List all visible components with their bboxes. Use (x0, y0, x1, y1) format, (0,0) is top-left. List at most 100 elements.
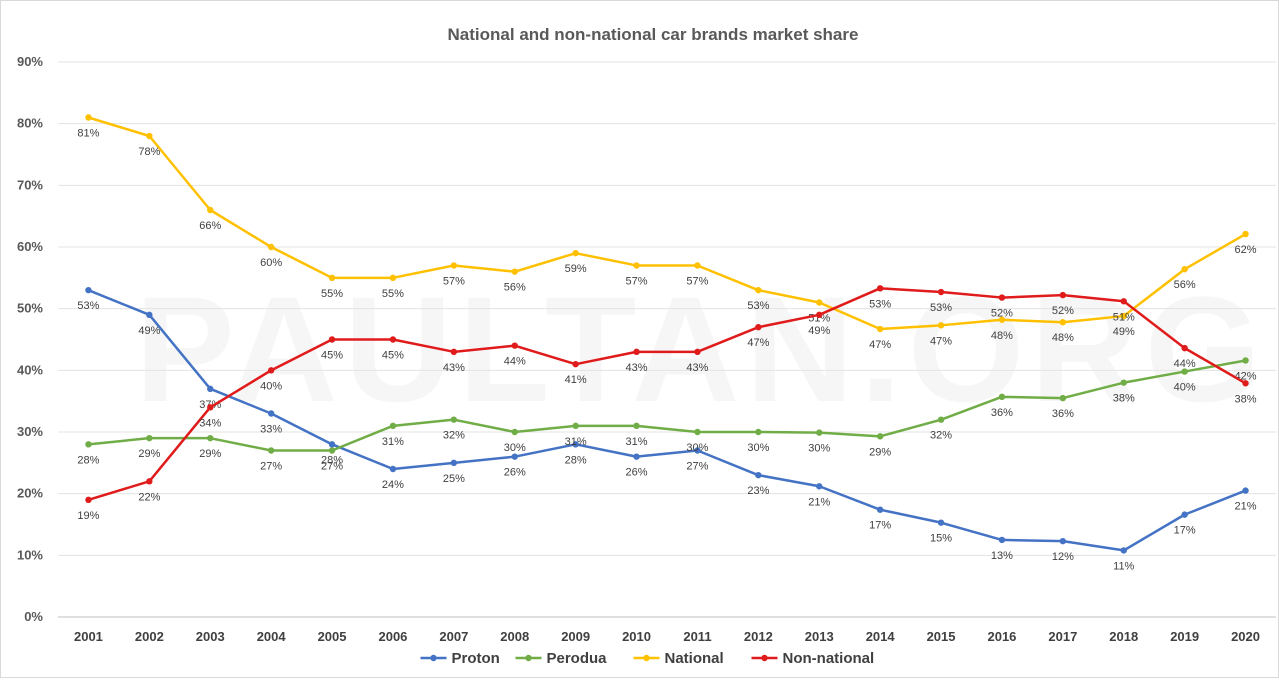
data-label: 57% (626, 276, 648, 288)
data-point (1120, 312, 1127, 320)
data-label: 29% (138, 448, 160, 460)
data-point (207, 434, 214, 442)
watermark: PAULTAN.ORG (135, 265, 1268, 433)
legend-label: Non-national (783, 650, 875, 667)
data-label: 21% (1235, 501, 1257, 513)
data-label: 24% (382, 479, 404, 491)
data-point (85, 496, 92, 504)
data-point (207, 206, 214, 214)
data-point (389, 422, 397, 430)
legend-item-national: National (633, 650, 724, 667)
series-non-national: 19% 22% 34% 40% 45% 45% 43% 44% 41% 43% 43% 47% 49% 5… (77, 285, 1257, 522)
series-national: 81% 78% 66% 60% 55% 55% 57% 56% 59% 57% 57% 53% 51% 4… (77, 114, 1257, 351)
data-label: 59% (565, 263, 587, 275)
y-tick-label: 70% (17, 177, 43, 192)
data-label: 56% (504, 282, 526, 294)
data-label: 48% (991, 330, 1013, 342)
data-point (937, 322, 945, 329)
data-point (937, 416, 945, 423)
data-label: 55% (382, 288, 404, 300)
x-tick-label: 2019 (1170, 629, 1199, 644)
data-label: 52% (991, 308, 1013, 320)
data-label: 30% (808, 443, 830, 455)
data-label: 38% (1235, 393, 1257, 405)
data-point (694, 348, 701, 356)
data-label: 57% (443, 276, 465, 288)
y-axis: 0% 10% 20% 30% 40% 50% 60% 70% 80% 90% (17, 54, 43, 624)
data-label: 60% (260, 257, 282, 269)
y-tick-label: 30% (17, 424, 43, 439)
data-label: 30% (747, 442, 769, 454)
x-tick-label: 2003 (196, 629, 225, 644)
data-label: 48% (1052, 332, 1074, 344)
data-label: 45% (321, 350, 343, 362)
data-point (694, 447, 701, 454)
legend-item-perodua: Perodua (515, 650, 607, 667)
data-point (937, 288, 945, 296)
data-point (816, 299, 823, 306)
data-label: 12% (1052, 551, 1074, 563)
x-tick-label: 2018 (1109, 629, 1138, 644)
data-label: 49% (138, 325, 160, 337)
data-label: 19% (77, 510, 99, 522)
data-label: 27% (260, 461, 282, 473)
data-label: 33% (260, 424, 282, 436)
data-point (816, 429, 823, 436)
data-label: 28% (77, 454, 99, 466)
data-point (876, 325, 884, 333)
data-point (1120, 298, 1127, 305)
y-tick-label: 60% (17, 239, 43, 254)
data-label: 28% (321, 454, 343, 466)
data-label: 27% (686, 461, 708, 473)
data-point (1242, 357, 1249, 364)
data-label: 52% (1052, 305, 1074, 317)
data-point (511, 453, 518, 460)
series-group: 53%49%37%33%28%24%25%26%28%26%27%23%21%1… (77, 114, 1257, 572)
x-tick-label: 2011 (683, 629, 711, 644)
data-label: 53% (747, 300, 769, 312)
data-label: 53% (77, 300, 99, 312)
data-label: 30% (686, 442, 708, 454)
data-point (1120, 379, 1127, 386)
data-point (146, 132, 153, 140)
x-tick-label: 2013 (805, 629, 834, 644)
x-tick-label: 2001 (74, 629, 103, 644)
x-tick-label: 2020 (1231, 629, 1260, 644)
data-point (755, 428, 762, 436)
data-label: 53% (930, 302, 952, 314)
data-point (572, 422, 579, 430)
data-point (389, 336, 397, 343)
data-label: 62% (1235, 244, 1257, 256)
data-label: 34% (199, 417, 221, 429)
data-label: 43% (443, 362, 465, 374)
data-point (572, 249, 579, 257)
x-tick-label: 2015 (927, 629, 956, 644)
data-point (1181, 511, 1188, 518)
data-point (572, 441, 579, 448)
legend-marker (761, 654, 768, 662)
y-tick-label: 50% (17, 301, 43, 316)
data-point (998, 294, 1006, 301)
data-label: 29% (869, 446, 891, 458)
series-proton: 53%49%37%33%28%24%25%26%28%26%27%23%21%1… (77, 286, 1257, 572)
data-point (633, 262, 640, 269)
legend-marker (430, 654, 437, 662)
y-tick-label: 40% (17, 362, 43, 377)
series-line (88, 287, 1247, 502)
data-label: 41% (565, 374, 587, 386)
legend: Proton Perodua National Non-national (420, 650, 875, 667)
data-point (998, 536, 1006, 544)
data-label: 81% (77, 128, 99, 140)
y-tick-label: 10% (17, 547, 43, 562)
legend-label: Proton (452, 650, 500, 667)
legend-item-proton: Proton (420, 650, 500, 667)
data-label: 78% (138, 146, 160, 158)
data-point (267, 367, 275, 374)
data-label: 55% (321, 288, 343, 300)
data-label: 47% (930, 335, 952, 347)
legend-label: National (665, 650, 724, 667)
data-point (511, 428, 518, 436)
y-tick-label: 80% (17, 116, 43, 131)
data-point (267, 243, 275, 251)
legend-marker (525, 654, 532, 662)
